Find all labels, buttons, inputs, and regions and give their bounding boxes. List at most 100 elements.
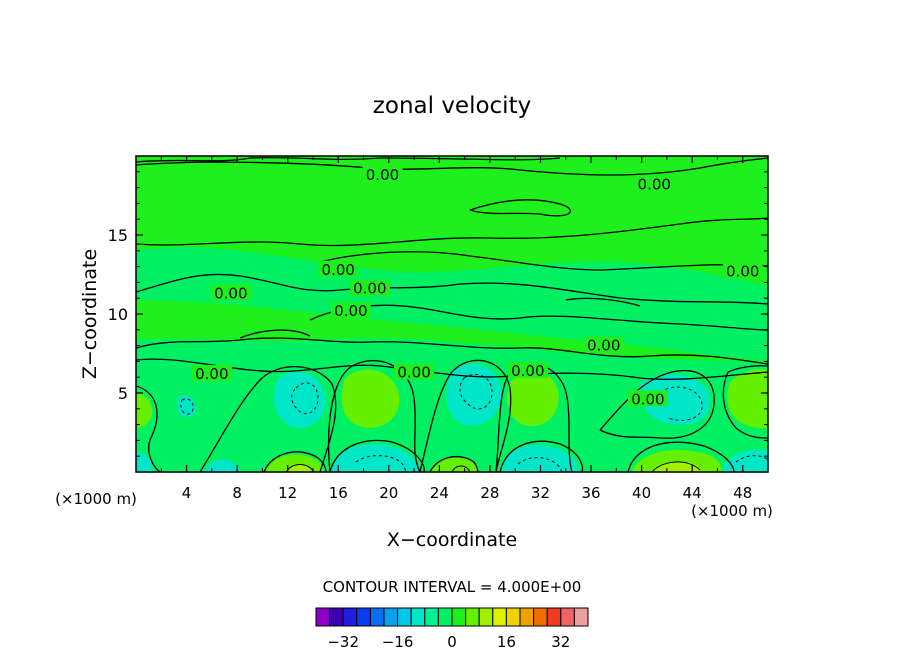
contour-line: [328, 360, 421, 472]
colorbar-swatch: [573, 607, 589, 627]
contour-line: [239, 329, 311, 339]
contour-label: 0.00: [214, 284, 247, 302]
contour-label-bg: [394, 363, 435, 380]
y-tick-labels: 5 10 15: [108, 226, 128, 403]
contour-region-positive: [341, 369, 400, 428]
contour-line: [469, 199, 572, 217]
contour-line: [565, 297, 641, 307]
contour-label: 0.00: [366, 166, 399, 184]
contour-line: [429, 455, 479, 472]
contour-region-bottom-positive: [632, 449, 722, 472]
contour-region-bottom-negative: [204, 459, 240, 472]
contour-lines: [136, 156, 768, 472]
contour-region-negative: [639, 374, 711, 425]
y-tick-label: 15: [108, 226, 128, 245]
contour-label: 0.00: [195, 365, 228, 383]
contour-label: 0.00: [726, 262, 759, 280]
colorbar-swatch: [451, 607, 467, 627]
contour-label-bg: [349, 279, 390, 296]
contour-line: [136, 157, 768, 176]
contour-label-bg: [627, 390, 668, 407]
x-tick-label: 40: [632, 484, 651, 502]
contour-label-bg: [362, 165, 403, 182]
contour-label-bg: [507, 361, 548, 378]
contour-region-bottom-positive: [430, 457, 478, 472]
contour-label-bg: [210, 284, 251, 301]
contour-line: [319, 251, 768, 271]
contour-label: 0.00: [353, 280, 386, 298]
contour-region-upper: [136, 247, 768, 360]
colorbar-swatch: [383, 607, 399, 627]
colorbar-swatch: [519, 607, 535, 627]
contour-label-bg: [634, 175, 675, 192]
colorbar-tick-label: 0: [447, 633, 457, 651]
chart-title: zonal velocity: [373, 93, 531, 119]
contour-label: 0.00: [334, 302, 367, 320]
contour-line: [329, 439, 425, 472]
colorbar-swatch: [437, 607, 453, 627]
contour-line: [136, 337, 768, 365]
contour-label-bg: [330, 301, 371, 318]
contour-region-positive: [507, 371, 559, 427]
contour-region-negative: [274, 371, 326, 428]
colorbar-tick-label: −16: [382, 633, 414, 651]
colorbar-swatch: [397, 607, 412, 627]
colorbar-swatch: [356, 607, 371, 627]
contour-line: [627, 441, 735, 472]
colorbar-swatch: [369, 607, 385, 627]
contour-region-bottom-negative: [136, 452, 153, 472]
z-axis-units: (×1000 m): [55, 490, 137, 508]
colorbar-swatch: [505, 607, 521, 627]
contour-region-positive: [136, 392, 153, 428]
colorbar-swatch: [342, 607, 358, 627]
x-tick-label: 32: [531, 484, 550, 502]
x-tick-label: 48: [733, 484, 752, 502]
contour-label-bg: [318, 260, 359, 277]
contour-line: [136, 217, 768, 247]
x-tick-label: 44: [683, 484, 702, 502]
negative-contour-lines: [180, 374, 768, 472]
contour-line: [263, 451, 327, 472]
contour-line-dashed: [735, 455, 768, 463]
x-tick-label: 20: [379, 484, 398, 502]
contour-line: [419, 359, 512, 472]
contour-line-dashed: [355, 455, 407, 472]
contour-line-dashed: [180, 398, 194, 415]
contour-interval-text: CONTOUR INTERVAL = 4.000E+00: [323, 578, 582, 596]
colorbar-swatch: [424, 607, 439, 627]
x-tick-label: 12: [278, 484, 297, 502]
contour-region-bottom-positive: [650, 461, 700, 472]
contour-line: [136, 273, 768, 305]
contour-line: [136, 156, 561, 163]
contour-line: [499, 440, 584, 472]
colorbar-swatch: [560, 607, 575, 627]
colorbar-swatch: [329, 607, 344, 627]
contour-label: 0.00: [631, 390, 664, 408]
x-tick-label: 8: [232, 484, 242, 502]
contour-region-bottom-negative: [330, 444, 421, 472]
colorbar-swatch: [315, 607, 331, 627]
contour-labels: 0.000.000.000.000.00 0.000.000.000.00 0.00…: [191, 165, 763, 408]
contour-line-dashed: [459, 374, 493, 410]
contour-label-bg: [722, 262, 763, 279]
plot-area: 0.000.000.000.000.00 0.000.000.000.00 0.00…: [136, 156, 768, 472]
x-axis-units: (×1000 m): [691, 502, 773, 520]
contour-line-dashed: [517, 457, 563, 472]
contour-line-dashed: [659, 386, 703, 421]
colorbar-swatch: [478, 607, 494, 627]
contour-line-positive: [451, 465, 471, 472]
y-tick-label: 5: [118, 384, 128, 403]
y-axis-label: Z−coordinate: [79, 249, 101, 379]
contour-region-bottom-negative: [722, 449, 768, 472]
colorbar-swatch: [533, 607, 548, 627]
colorbar-tick-label: −32: [327, 633, 359, 651]
x-tick-label: 4: [182, 484, 192, 502]
contour-label: 0.00: [511, 362, 544, 380]
x-axis-label: X−coordinate: [387, 529, 517, 551]
contour-line-dashed: [291, 382, 319, 414]
axis-ticks: [136, 156, 768, 472]
colorbar-labels: −32 −16 0 16 32: [327, 633, 570, 651]
colorbar-swatch: [492, 607, 507, 627]
